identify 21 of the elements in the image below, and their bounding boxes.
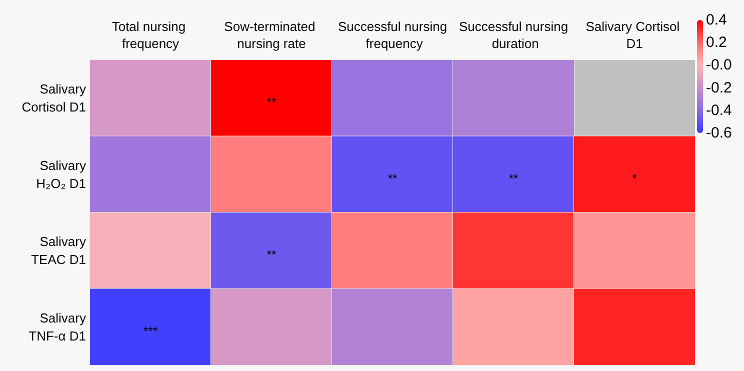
color-bar-label: -0.0: [706, 56, 732, 74]
color-bar-label: -0.6: [706, 124, 732, 142]
data-label: **: [388, 171, 398, 186]
color-bar-label: 0.2: [706, 34, 727, 52]
color-bar-label: -0.4: [706, 102, 732, 119]
color-bar-label: 0.4: [706, 12, 727, 28]
data-label: *: [632, 171, 638, 186]
data-label: ***: [143, 324, 158, 338]
data-label: **: [266, 248, 276, 262]
color-bar-label: -0.2: [706, 79, 732, 96]
data-label: **: [508, 171, 518, 186]
y-tick-label: Salivary TEAC D1: [31, 234, 86, 268]
y-tick-label: Salivary TNF-α D1: [28, 310, 86, 344]
x-tick-label: Successful nursing frequency: [338, 19, 448, 51]
y-tick-label: Salivary H₂O₂ D1: [36, 158, 86, 191]
x-tick-label: Successful nursing duration: [458, 19, 568, 51]
x-tick-label: Total nursing frequency: [112, 19, 190, 51]
data-label: **: [266, 95, 276, 110]
x-tick-label: Salivary Cortisol D1: [586, 19, 684, 51]
x-tick-label: Sow-terminated nursing rate: [224, 19, 319, 51]
y-tick-label: Salivary Cortisol D1: [22, 82, 86, 115]
